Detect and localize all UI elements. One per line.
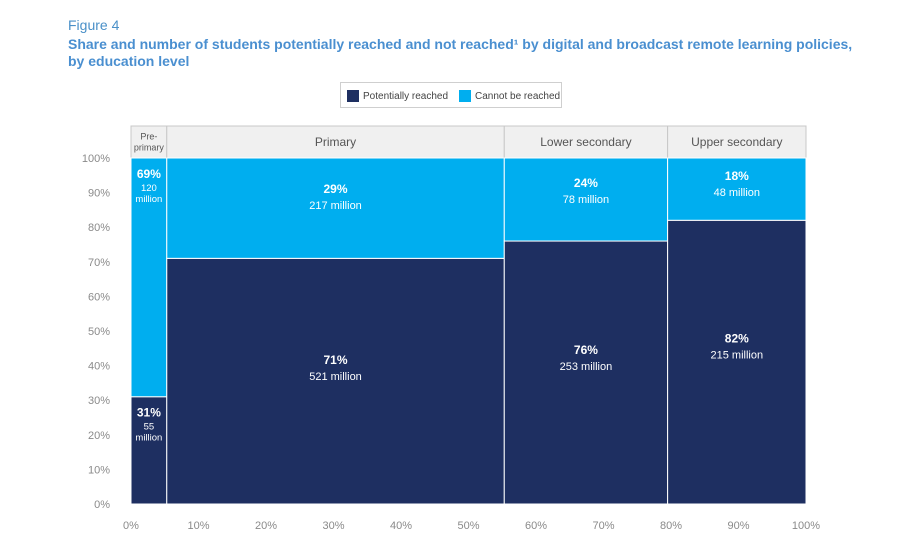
legend-label-reached: Potentially reached (363, 90, 449, 102)
bar-segment-not-reached-upper-secondary (667, 157, 807, 221)
category-header-label: Primary (315, 135, 356, 149)
bar-segment-not-reached-primary (166, 157, 505, 259)
data-label-pct-not-reached: 24% (574, 176, 598, 190)
category-header-label: primary (134, 143, 165, 153)
y-tick-label: 0% (94, 499, 110, 511)
data-label-pct-reached: 82% (725, 331, 749, 345)
y-tick-label: 40% (88, 361, 110, 373)
category-header-label: Pre- (140, 132, 157, 142)
data-label-pct-reached: 31% (137, 406, 161, 420)
data-label-count-reached: million (135, 433, 162, 444)
legend-item-reached[interactable]: Potentially reached (347, 89, 448, 103)
data-label-count-not-reached: million (135, 194, 162, 205)
y-tick-label: 10% (88, 464, 110, 476)
data-label-pct-reached: 76% (574, 343, 598, 357)
bar-segment-reached-upper-secondary (667, 219, 807, 505)
data-label-pct-not-reached: 18% (725, 169, 749, 183)
x-tick-label: 30% (322, 520, 344, 532)
bar-segment-not-reached-lower-secondary (503, 157, 669, 242)
bar-segment-reached-primary (166, 257, 505, 505)
y-tick-label: 20% (88, 430, 110, 442)
x-tick-label: 10% (187, 520, 209, 532)
bar-segment-not-reached-pre-primary (130, 157, 168, 398)
data-label-count-not-reached: 217 million (309, 200, 362, 212)
legend-swatch-reached (347, 90, 359, 102)
legend-item-not-reached[interactable]: Cannot be reached (459, 89, 560, 103)
category-header-label: Upper secondary (691, 135, 782, 149)
legend-swatch-not-reached (459, 90, 471, 102)
data-label-pct-not-reached: 69% (137, 167, 161, 181)
y-tick-label: 50% (88, 326, 110, 338)
data-label-count-reached: 215 million (711, 349, 764, 361)
x-tick-label: 60% (525, 520, 547, 532)
y-tick-label: 90% (88, 188, 110, 200)
x-tick-label: 20% (255, 520, 277, 532)
data-label-pct-reached: 71% (324, 353, 348, 367)
x-tick-label: 80% (660, 520, 682, 532)
y-tick-label: 80% (88, 222, 110, 234)
y-tick-label: 60% (88, 291, 110, 303)
x-tick-label: 90% (727, 520, 749, 532)
y-tick-label: 100% (82, 153, 110, 165)
y-tick-label: 70% (88, 257, 110, 269)
category-header-upper-secondary (667, 125, 807, 159)
legend-label-not-reached: Cannot be reached (475, 90, 561, 102)
x-tick-label: 70% (592, 520, 614, 532)
data-label-count-reached: 253 million (560, 361, 613, 373)
data-label-count-not-reached: 120 (141, 183, 157, 194)
x-tick-label: 0% (123, 520, 139, 532)
chart-title: Share and number of students potentially… (68, 36, 853, 69)
data-label-count-not-reached: 48 million (714, 187, 760, 199)
data-label-pct-not-reached: 29% (324, 182, 348, 196)
x-tick-label: 100% (792, 520, 820, 532)
data-label-count-not-reached: 78 million (563, 194, 609, 206)
legend: Potentially reached Cannot be reached (340, 82, 562, 108)
y-tick-label: 30% (88, 395, 110, 407)
x-tick-label: 50% (457, 520, 479, 532)
figure-label: Figure 4 (68, 17, 120, 33)
category-header-label: Lower secondary (540, 135, 631, 149)
category-header-lower-secondary (503, 125, 669, 159)
data-label-count-reached: 55 (144, 422, 155, 433)
data-label-count-reached: 521 million (309, 371, 362, 383)
bar-segment-reached-lower-secondary (503, 240, 669, 505)
x-tick-label: 40% (390, 520, 412, 532)
